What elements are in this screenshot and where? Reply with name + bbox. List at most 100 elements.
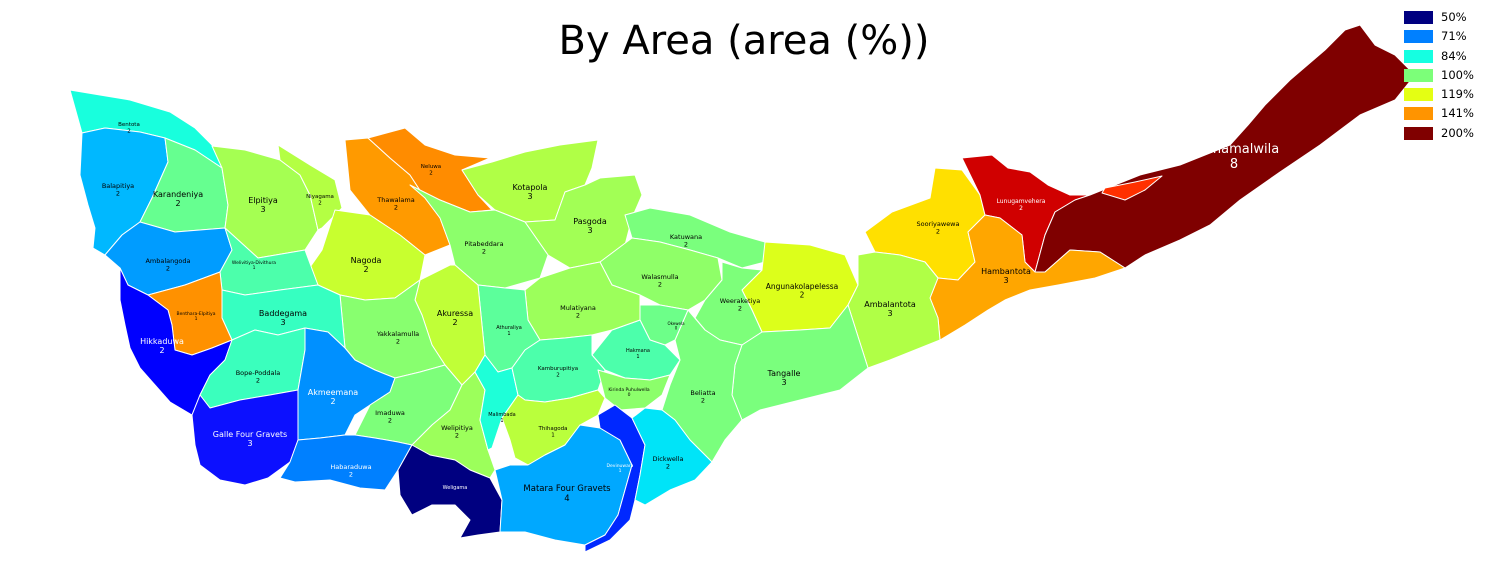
region-label: Beliatta — [690, 389, 715, 397]
region-label: Nagoda — [351, 256, 382, 265]
region-label: Pasgoda — [573, 217, 607, 226]
region-count: 3 — [1003, 276, 1008, 285]
region-count: 1 — [195, 316, 198, 322]
region-label: Hambantota — [981, 267, 1031, 276]
region-label: Niyagama — [306, 194, 334, 200]
region-label: Thihagoda — [538, 426, 568, 432]
region-label: Katuwana — [670, 233, 702, 241]
region-count: 1 — [619, 468, 622, 474]
region-count: 1 — [636, 354, 639, 360]
region-count: 2 — [936, 227, 940, 235]
region-count: 0 — [628, 392, 631, 398]
region-pitabeddara — [409, 184, 549, 289]
region-count: 2 — [482, 247, 486, 255]
region-count: 2 — [159, 346, 164, 355]
region-label: Bentota — [118, 122, 140, 128]
legend-swatch — [1404, 107, 1433, 121]
region-count: 8 — [1230, 157, 1238, 172]
region-label: Thanamalwila — [1188, 142, 1279, 157]
region-count: 2 — [166, 264, 170, 272]
region-label: Athuraliya — [496, 325, 522, 331]
legend-label: 71% — [1441, 29, 1467, 44]
region-count: 2 — [394, 203, 398, 211]
region-count: 2 — [666, 462, 670, 470]
region-label: Sooriyawewa — [916, 220, 959, 228]
region-label: Ambalantota — [864, 300, 916, 309]
region-count: 2 — [127, 128, 131, 134]
region-label: Ambalangoda — [145, 257, 190, 265]
region-count: 2 — [116, 189, 120, 197]
region-label: Karandeniya — [153, 190, 203, 199]
region-label: Dickwella — [652, 455, 683, 463]
region-label: Hikkaduwa — [140, 337, 184, 346]
region-label: Devinuwara — [607, 463, 634, 469]
region-count: 0 — [675, 326, 678, 331]
region-label: Mulatiyana — [560, 304, 596, 312]
region-count: 2 — [349, 470, 353, 478]
region-niyagama — [277, 144, 343, 231]
legend-swatch — [1404, 88, 1433, 102]
region-label: Habaraduwa — [330, 463, 371, 471]
region-label: Malimbada — [488, 412, 516, 418]
region-elpitiya — [211, 145, 319, 259]
region-label: Matara Four Gravets — [523, 484, 611, 494]
region-label: Akmeemana — [308, 388, 359, 397]
region-count: 3 — [247, 439, 252, 448]
region-count: 4 — [564, 494, 569, 504]
region-count: 3 — [781, 378, 786, 387]
region-count: 2 — [396, 337, 400, 345]
region-count: 2 — [576, 311, 580, 319]
region-label: Hakmana — [626, 348, 650, 354]
legend-swatch — [1404, 126, 1433, 140]
legend-label: 119% — [1441, 87, 1474, 102]
region-count: 2 — [429, 170, 433, 176]
region-count: 3 — [587, 226, 592, 235]
region-label: Weeraketiya — [720, 297, 760, 305]
region-label: Imaduwa — [375, 409, 405, 417]
region-count: 2 — [330, 397, 335, 406]
region-label: Okewela — [667, 321, 685, 326]
region-label: Kirinda Puhulwella — [608, 387, 650, 393]
region-weligama — [397, 444, 503, 539]
region-count: 2 — [684, 240, 688, 248]
region-count: 2 — [800, 291, 805, 300]
region-count: 2 — [363, 265, 368, 274]
region-label: Kamburupitiya — [538, 366, 578, 372]
region-label: Thawalama — [376, 196, 414, 204]
map-title: By Area (area (%)) — [558, 18, 930, 64]
legend-label: 100% — [1441, 67, 1474, 82]
legend-label: 141% — [1441, 106, 1474, 121]
region-label: Balapitiya — [102, 182, 134, 190]
region-label: Tangalle — [767, 369, 801, 378]
region-neluwa — [367, 127, 493, 213]
legend-swatch — [1404, 30, 1433, 44]
region-label: Kotapola — [513, 183, 548, 192]
region-count: 1 — [253, 265, 256, 271]
legend-label: 200% — [1441, 125, 1474, 140]
region-count: 3 — [280, 318, 285, 327]
region-label: Benthara-Elpitiya — [177, 311, 216, 317]
region-count: 3 — [887, 309, 892, 318]
region-kirinda-puhulwella — [597, 369, 671, 411]
legend-swatch — [1404, 49, 1433, 63]
region-beliatta — [661, 309, 743, 463]
region-label: Akuressa — [437, 309, 473, 318]
region-label: Welipitiya — [441, 424, 473, 432]
region-count: 2 — [738, 304, 742, 312]
region-label: Pitabeddara — [464, 240, 503, 248]
region-dickwella — [631, 407, 713, 506]
legend-label: 50% — [1441, 10, 1467, 24]
region-count: 1 — [507, 331, 510, 337]
region-label: Bope-Poddala — [236, 369, 281, 377]
region-count: 2 — [318, 200, 322, 206]
region-count: 2 — [701, 396, 705, 404]
region-count: 2 — [256, 376, 260, 384]
region-count: 3 — [527, 192, 532, 201]
region-count: 2 — [388, 416, 392, 424]
region-count: 2 — [556, 372, 560, 378]
region-count: 1 — [551, 432, 555, 438]
region-label: Galle Four Gravets — [213, 430, 287, 439]
legend-label: 84% — [1441, 48, 1467, 63]
region-label: Weligama — [443, 485, 468, 491]
